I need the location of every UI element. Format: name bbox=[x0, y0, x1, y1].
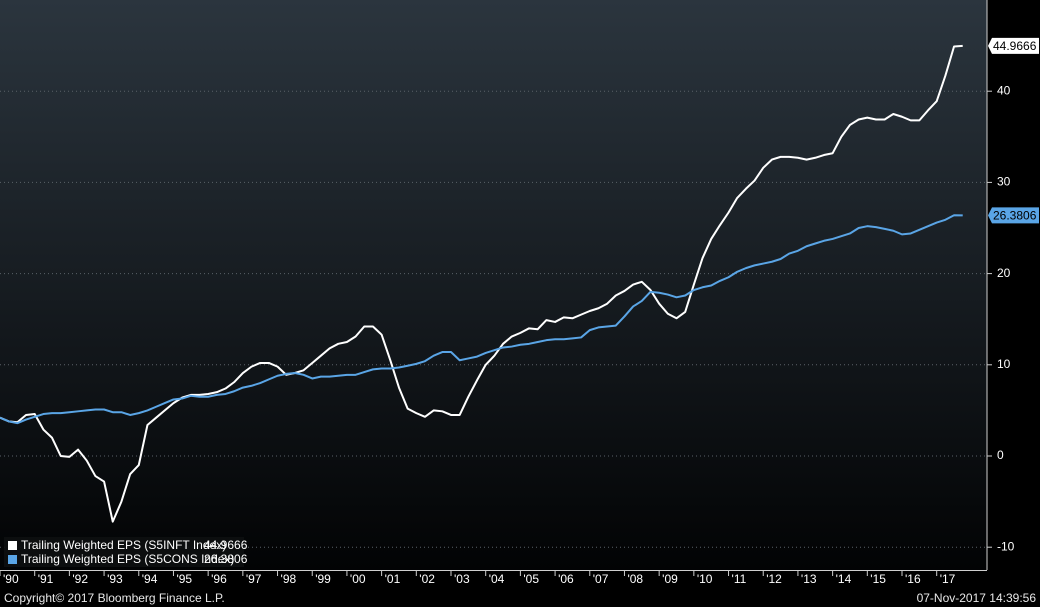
x-tick-label: '90 bbox=[3, 572, 19, 586]
x-tick-label: '93 bbox=[107, 572, 123, 586]
x-tick-label: '98 bbox=[281, 572, 297, 586]
legend-value: 26.3806 bbox=[204, 552, 248, 566]
y-tick-label: 0 bbox=[997, 448, 1004, 462]
x-tick-label: '97 bbox=[246, 572, 262, 586]
y-tick-label: 40 bbox=[997, 83, 1011, 97]
legend-swatch bbox=[8, 541, 17, 550]
last-value-label: 44.9666 bbox=[993, 39, 1037, 53]
x-tick-label: '99 bbox=[315, 572, 331, 586]
x-tick-label: '11 bbox=[732, 572, 747, 586]
legend-background bbox=[4, 537, 244, 567]
legend-label: Trailing Weighted EPS (S5INFT Index) bbox=[21, 538, 226, 552]
timestamp: 07-Nov-2017 14:39:56 bbox=[917, 591, 1037, 605]
x-tick-label: '07 bbox=[593, 572, 609, 586]
x-tick-label: '95 bbox=[176, 572, 192, 586]
x-tick-label: '16 bbox=[905, 572, 921, 586]
legend-label: Trailing Weighted EPS (S5CONS Index) bbox=[21, 552, 234, 566]
x-tick-label: '13 bbox=[801, 572, 817, 586]
series-line bbox=[0, 214, 963, 425]
y-tick-label: 20 bbox=[997, 266, 1011, 280]
copyright: Copyright© 2017 Bloomberg Finance L.P. bbox=[4, 591, 225, 605]
x-tick-label: '01 bbox=[385, 572, 401, 586]
x-tick-label: '08 bbox=[627, 572, 643, 586]
x-tick-label: '15 bbox=[870, 572, 886, 586]
x-tick-label: '14 bbox=[836, 572, 852, 586]
series-line bbox=[0, 44, 963, 523]
x-tick-label: '17 bbox=[940, 572, 956, 586]
x-tick-label: '00 bbox=[350, 572, 366, 586]
x-tick-label: '91 bbox=[38, 572, 54, 586]
y-tick-label: 30 bbox=[997, 175, 1011, 189]
x-tick-label: '05 bbox=[523, 572, 539, 586]
last-value-label: 26.3806 bbox=[993, 209, 1037, 223]
y-tick-label: -10 bbox=[997, 539, 1015, 553]
x-tick-label: '12 bbox=[766, 572, 782, 586]
x-tick-label: '96 bbox=[211, 572, 227, 586]
x-tick-label: '94 bbox=[142, 572, 158, 586]
x-tick-label: '09 bbox=[662, 572, 678, 586]
x-tick-label: '02 bbox=[419, 572, 435, 586]
y-tick-label: 10 bbox=[997, 357, 1011, 371]
x-tick-label: '10 bbox=[697, 572, 713, 586]
plot-background bbox=[0, 0, 987, 570]
last-value-box bbox=[988, 207, 1039, 224]
x-tick-label: '03 bbox=[454, 572, 470, 586]
x-tick-label: '92 bbox=[72, 572, 88, 586]
last-value-box bbox=[988, 37, 1039, 54]
x-tick-label: '06 bbox=[558, 572, 574, 586]
x-tick-label: '04 bbox=[489, 572, 505, 586]
legend-value: 44.9666 bbox=[204, 538, 248, 552]
legend-swatch bbox=[8, 555, 17, 564]
